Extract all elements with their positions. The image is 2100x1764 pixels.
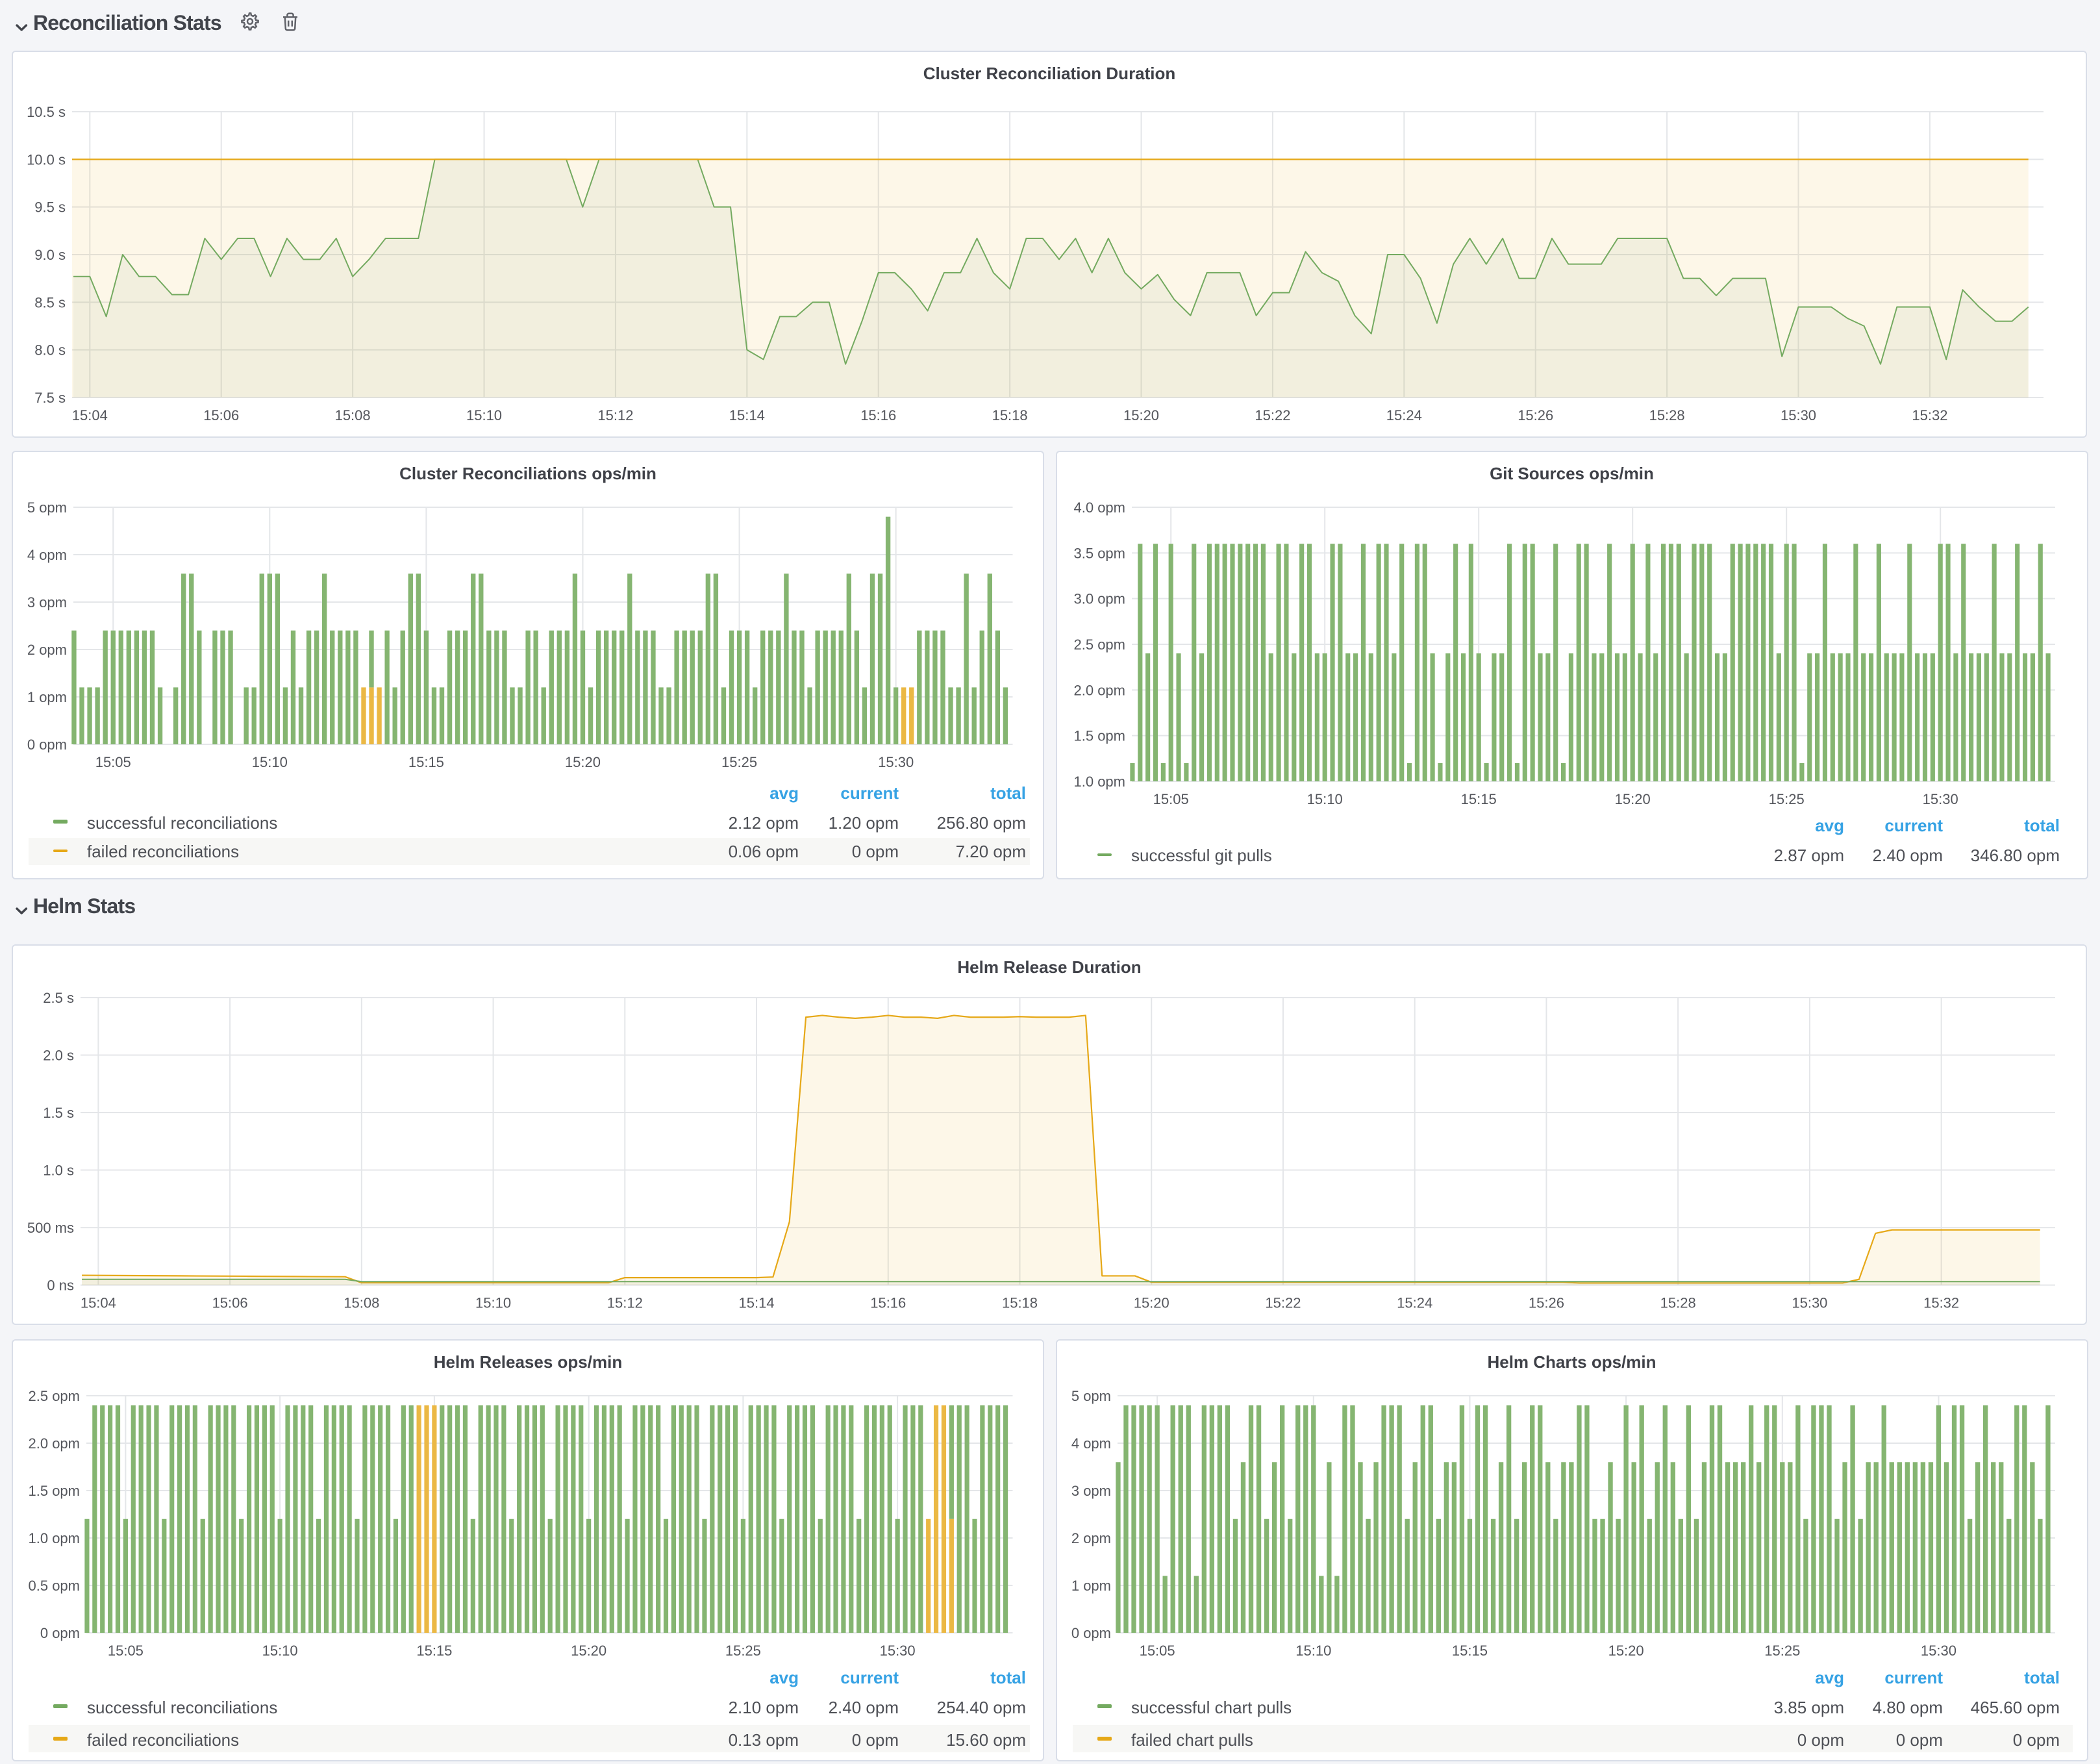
- svg-text:0.5 opm: 0.5 opm: [29, 1577, 81, 1593]
- svg-text:15:26: 15:26: [1529, 1295, 1564, 1311]
- svg-text:15:24: 15:24: [1397, 1295, 1432, 1311]
- svg-text:15:30: 15:30: [880, 1642, 916, 1658]
- svg-text:15:08: 15:08: [335, 407, 371, 423]
- svg-text:1 opm: 1 opm: [27, 688, 67, 705]
- svg-text:2.0 s: 2.0 s: [43, 1048, 74, 1064]
- svg-text:15:25: 15:25: [721, 753, 757, 770]
- svg-text:2.5 opm: 2.5 opm: [29, 1387, 81, 1404]
- svg-text:15:24: 15:24: [1386, 407, 1422, 423]
- svg-text:15:04: 15:04: [72, 407, 108, 423]
- svg-text:15:14: 15:14: [729, 407, 765, 423]
- svg-text:9.5 s: 9.5 s: [34, 199, 66, 216]
- svg-text:15:30: 15:30: [1792, 1295, 1827, 1311]
- svg-text:15:05: 15:05: [95, 753, 131, 770]
- svg-text:1.5 opm: 1.5 opm: [29, 1482, 81, 1498]
- svg-text:3.0 opm: 3.0 opm: [1074, 590, 1126, 607]
- svg-text:2.0 opm: 2.0 opm: [29, 1435, 81, 1451]
- svg-text:0 opm: 0 opm: [1071, 1624, 1111, 1641]
- svg-text:15:30: 15:30: [1921, 1642, 1956, 1658]
- svg-text:15:10: 15:10: [1307, 790, 1343, 807]
- svg-text:0 ns: 0 ns: [47, 1278, 74, 1294]
- svg-text:15:12: 15:12: [607, 1295, 643, 1311]
- svg-text:15:15: 15:15: [1452, 1642, 1488, 1658]
- svg-text:15:30: 15:30: [1923, 790, 1958, 807]
- svg-text:15:16: 15:16: [870, 1295, 906, 1311]
- svg-text:1.5 opm: 1.5 opm: [1074, 727, 1126, 744]
- svg-text:4 opm: 4 opm: [27, 546, 67, 562]
- svg-text:2.0 opm: 2.0 opm: [1074, 681, 1126, 698]
- svg-text:15:18: 15:18: [992, 407, 1028, 423]
- svg-text:3 opm: 3 opm: [1071, 1482, 1111, 1498]
- svg-text:9.0 s: 9.0 s: [34, 247, 66, 263]
- svg-text:0 opm: 0 opm: [27, 736, 67, 752]
- svg-text:15:14: 15:14: [739, 1295, 775, 1311]
- svg-text:1.0 s: 1.0 s: [43, 1163, 74, 1179]
- svg-text:15:16: 15:16: [860, 407, 896, 423]
- svg-text:4.0 opm: 4.0 opm: [1074, 499, 1126, 515]
- svg-text:15:30: 15:30: [1781, 407, 1816, 423]
- svg-text:2 opm: 2 opm: [27, 641, 67, 657]
- svg-text:15:15: 15:15: [1461, 790, 1497, 807]
- svg-text:15:22: 15:22: [1255, 407, 1290, 423]
- svg-text:15:25: 15:25: [1764, 1642, 1800, 1658]
- svg-text:15:05: 15:05: [108, 1642, 144, 1658]
- svg-text:4 opm: 4 opm: [1071, 1435, 1111, 1451]
- svg-text:15:28: 15:28: [1649, 407, 1685, 423]
- svg-text:2 opm: 2 opm: [1071, 1530, 1111, 1546]
- svg-text:8.0 s: 8.0 s: [34, 342, 66, 359]
- svg-text:15:10: 15:10: [1295, 1642, 1331, 1658]
- svg-text:15:20: 15:20: [1134, 1295, 1169, 1311]
- svg-text:15:32: 15:32: [1923, 1295, 1959, 1311]
- svg-text:15:30: 15:30: [878, 753, 914, 770]
- svg-text:2.5 opm: 2.5 opm: [1074, 636, 1126, 652]
- svg-text:15:20: 15:20: [1123, 407, 1159, 423]
- svg-text:2.5 s: 2.5 s: [43, 990, 74, 1006]
- svg-text:3.5 opm: 3.5 opm: [1074, 544, 1126, 561]
- svg-text:15:10: 15:10: [262, 1642, 298, 1658]
- svg-text:0 opm: 0 opm: [40, 1624, 80, 1641]
- svg-text:1.0 opm: 1.0 opm: [1074, 773, 1126, 789]
- svg-text:15:05: 15:05: [1153, 790, 1189, 807]
- svg-text:15:25: 15:25: [1769, 790, 1805, 807]
- svg-text:15:05: 15:05: [1140, 1642, 1175, 1658]
- svg-text:15:15: 15:15: [416, 1642, 452, 1658]
- svg-text:15:20: 15:20: [1615, 790, 1651, 807]
- svg-text:3 opm: 3 opm: [27, 594, 67, 610]
- svg-text:15:28: 15:28: [1660, 1295, 1696, 1311]
- svg-text:15:20: 15:20: [571, 1642, 606, 1658]
- svg-text:15:20: 15:20: [1608, 1642, 1644, 1658]
- svg-text:1.5 s: 1.5 s: [43, 1105, 74, 1121]
- svg-text:15:15: 15:15: [408, 753, 444, 770]
- svg-text:8.5 s: 8.5 s: [34, 294, 66, 310]
- svg-text:5 opm: 5 opm: [27, 499, 67, 515]
- svg-text:500 ms: 500 ms: [27, 1220, 74, 1236]
- svg-text:7.5 s: 7.5 s: [34, 390, 66, 406]
- svg-text:15:18: 15:18: [1002, 1295, 1038, 1311]
- svg-text:15:22: 15:22: [1265, 1295, 1301, 1311]
- svg-text:1.0 opm: 1.0 opm: [29, 1530, 81, 1546]
- svg-text:15:06: 15:06: [212, 1295, 248, 1311]
- svg-text:15:26: 15:26: [1518, 407, 1553, 423]
- svg-text:1 opm: 1 opm: [1071, 1577, 1111, 1593]
- svg-text:15:12: 15:12: [597, 407, 633, 423]
- svg-text:15:10: 15:10: [475, 1295, 511, 1311]
- svg-text:15:10: 15:10: [252, 753, 288, 770]
- svg-text:15:32: 15:32: [1912, 407, 1947, 423]
- svg-text:15:06: 15:06: [203, 407, 239, 423]
- svg-text:15:04: 15:04: [81, 1295, 116, 1311]
- svg-text:10.5 s: 10.5 s: [27, 104, 66, 120]
- svg-text:15:20: 15:20: [565, 753, 601, 770]
- svg-text:15:08: 15:08: [344, 1295, 379, 1311]
- svg-text:15:25: 15:25: [725, 1642, 761, 1658]
- svg-text:15:10: 15:10: [466, 407, 502, 423]
- svg-text:5 opm: 5 opm: [1071, 1387, 1111, 1404]
- svg-text:10.0 s: 10.0 s: [27, 151, 66, 168]
